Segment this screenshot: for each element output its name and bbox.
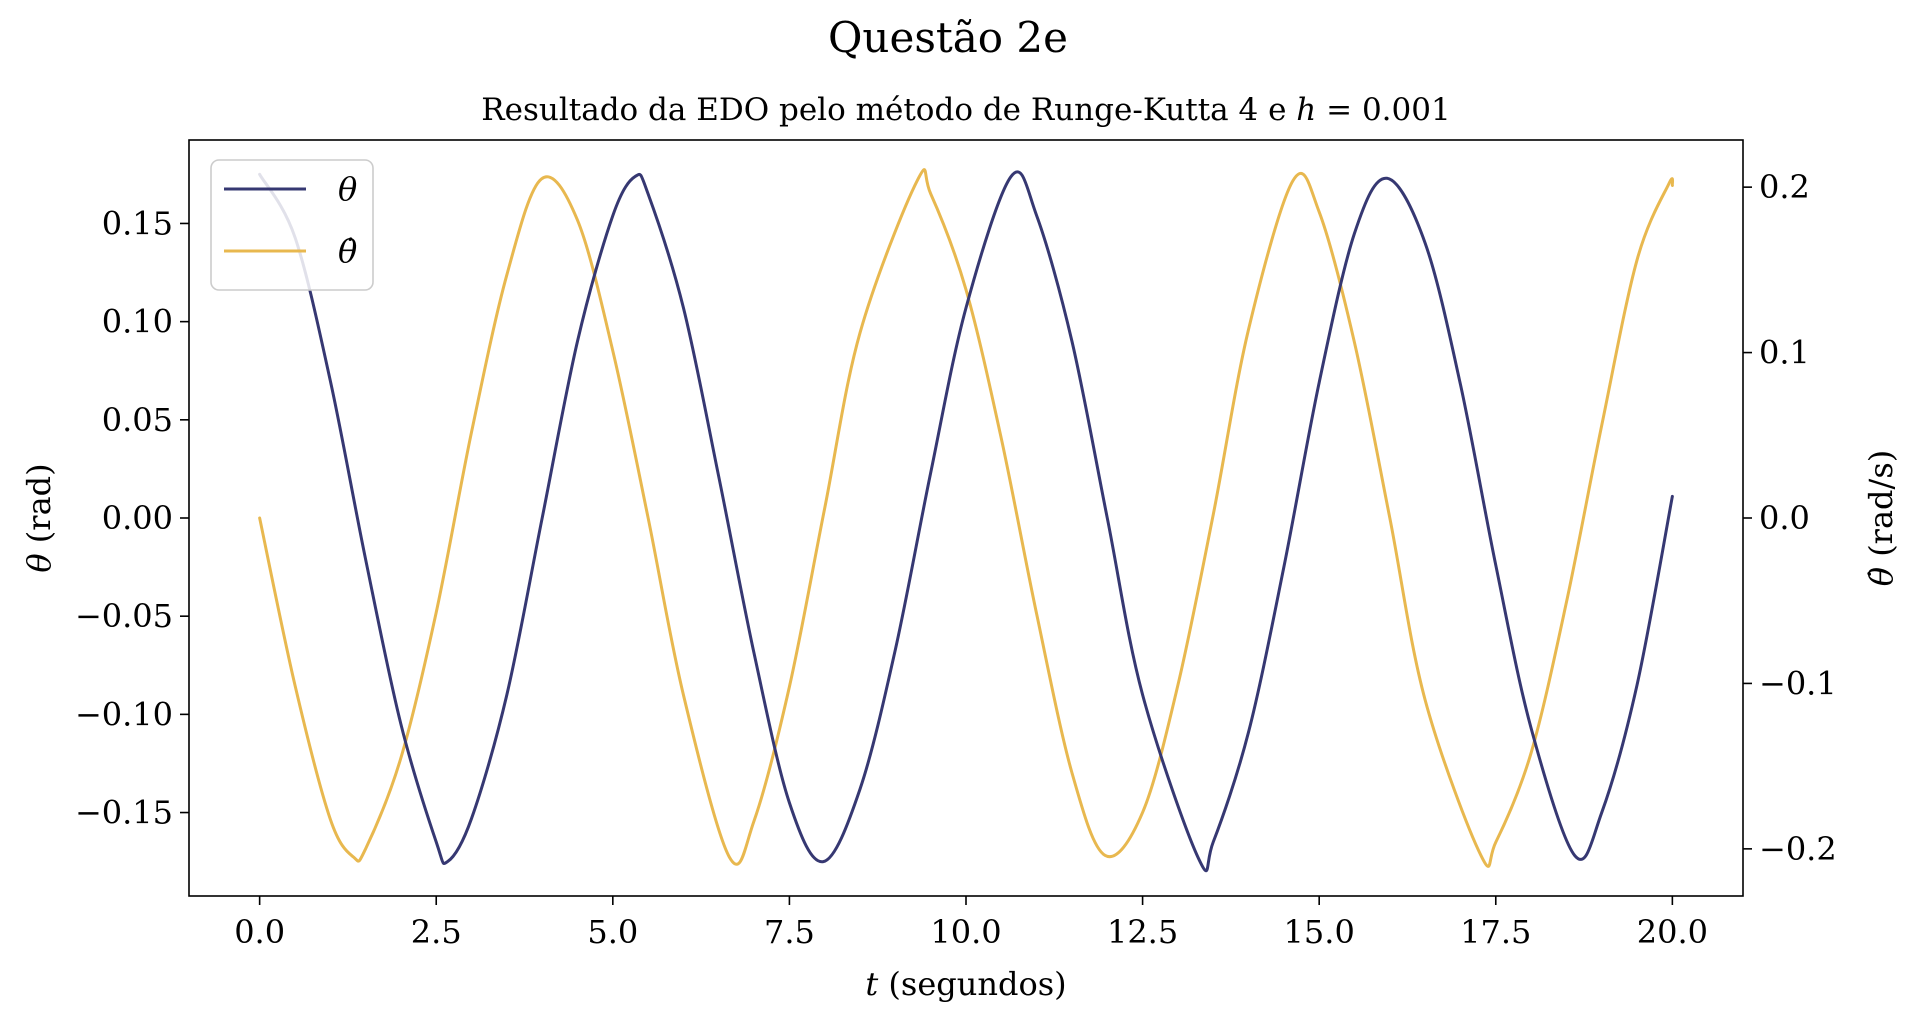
- legend-frame: [210, 159, 374, 291]
- series-line-theta: [258, 170, 1674, 873]
- y-left-tick-label: 0.00: [102, 499, 173, 537]
- suptitle: Questão 2e: [828, 13, 1068, 62]
- x-tick-label: 17.5: [1460, 913, 1531, 951]
- series-line-theta-dot: [258, 168, 1675, 868]
- y-left-axis-label-rest: (rad): [20, 463, 58, 553]
- x-tick-label: 20.0: [1637, 913, 1708, 951]
- y-left-axis-label-var: θ: [20, 553, 58, 572]
- x-axis-label-rest: (segundos): [878, 965, 1066, 1003]
- x-tick-label: 10.0: [930, 913, 1001, 951]
- y-right-tick-label: 0.0: [1759, 499, 1810, 537]
- y-right-tick-label: −0.1: [1759, 664, 1837, 702]
- y-left-axis-ticks: −0.15 −0.10 −0.05 0.00 0.05 0.10 0.15: [75, 204, 189, 832]
- chart-title: Resultado da EDO pelo método de Runge-Ku…: [481, 92, 1450, 128]
- y-left-axis-label: θ (rad): [20, 463, 58, 572]
- y-right-axis-label: θ̇ (rad/s): [1862, 450, 1900, 586]
- x-tick-label: 5.0: [587, 913, 638, 951]
- x-tick-label: 2.5: [411, 913, 462, 951]
- chart-title-prefix: Resultado da EDO pelo método de Runge-Ku…: [481, 92, 1296, 128]
- legend-label-theta-dot: θ̇: [338, 232, 357, 270]
- x-axis-ticks: 0.0 2.5 5.0 7.5 10.0 12.5 15.0 17.5 20.0: [234, 896, 1708, 951]
- y-right-axis-label-var: θ̇: [1862, 567, 1900, 586]
- y-right-tick-label: 0.1: [1759, 334, 1810, 372]
- x-axis-label: t (segundos): [865, 965, 1066, 1003]
- y-left-tick-label: 0.05: [102, 401, 173, 439]
- x-tick-label: 0.0: [234, 913, 285, 951]
- y-right-axis-label-rest: (rad/s): [1862, 450, 1900, 567]
- legend-label-theta: θ: [338, 170, 357, 208]
- chart-title-math-var: h: [1296, 92, 1316, 128]
- y-left-tick-label: −0.10: [75, 695, 173, 733]
- chart-title-math-rest: = 0.001: [1316, 92, 1450, 128]
- y-right-axis-ticks: −0.2 −0.1 0.0 0.1 0.2: [1743, 168, 1837, 868]
- y-left-tick-label: 0.10: [102, 303, 173, 341]
- x-tick-label: 15.0: [1284, 913, 1355, 951]
- x-tick-label: 12.5: [1107, 913, 1178, 951]
- y-left-tick-label: −0.05: [75, 597, 173, 635]
- y-right-tick-label: 0.2: [1759, 168, 1810, 206]
- legend: θ θ̇: [210, 159, 374, 291]
- x-axis-label-var: t: [865, 965, 878, 1003]
- series-layer: [258, 168, 1675, 873]
- x-tick-label: 7.5: [764, 913, 815, 951]
- y-right-tick-label: −0.2: [1759, 830, 1837, 868]
- y-left-tick-label: −0.15: [75, 794, 173, 832]
- plot-area: [188, 139, 1744, 897]
- y-left-tick-label: 0.15: [102, 204, 173, 242]
